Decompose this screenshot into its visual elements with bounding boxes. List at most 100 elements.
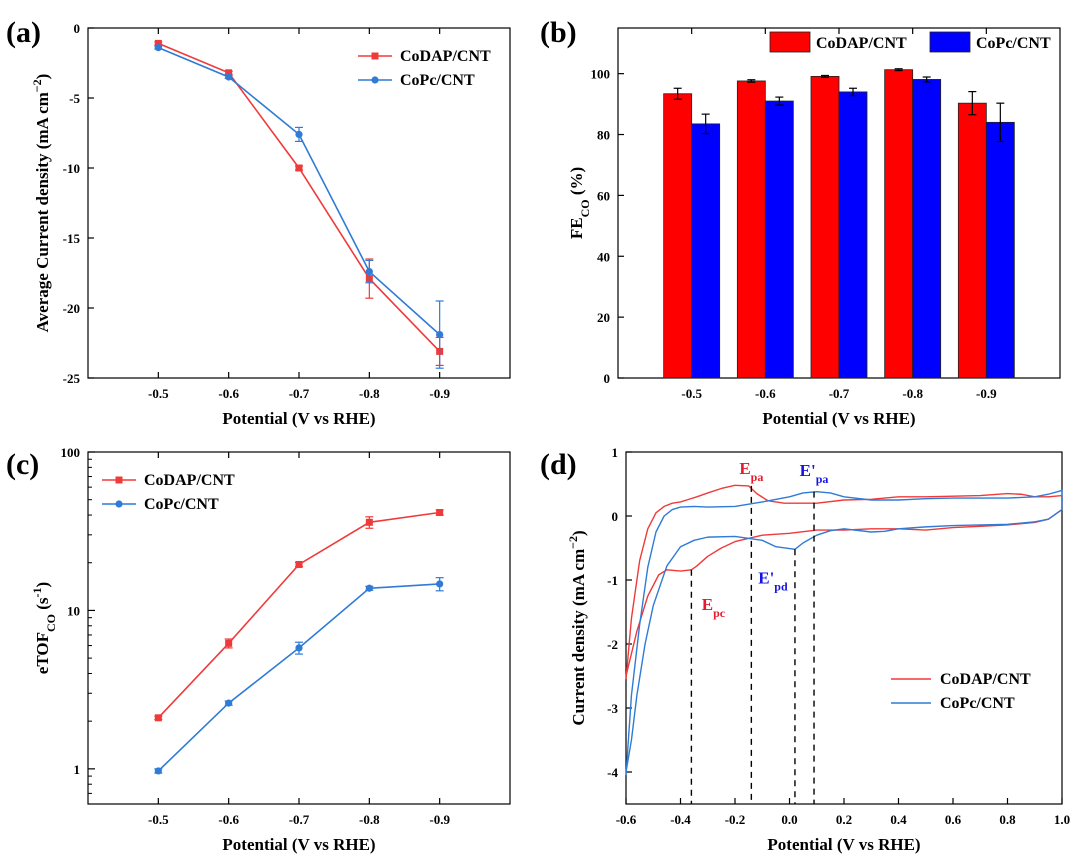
annotation-main: E' xyxy=(758,568,774,587)
y-tick-label: -2 xyxy=(607,637,618,652)
y-tick-label: -4 xyxy=(607,765,618,780)
y-axis-title-d: Current density (mA cm−2) xyxy=(566,530,588,725)
chart-c: 1 10 100 -0.5 -0.6 -0.7 -0.8 -0.9 Potential (V v… xyxy=(30,445,511,854)
data-point xyxy=(365,268,373,276)
series-line xyxy=(157,583,440,772)
y-axis-title-c-part: ) xyxy=(33,582,52,588)
data-point xyxy=(436,580,444,588)
x-axis-title-b: Potential (V vs RHE) xyxy=(762,409,915,428)
y-tick-label: 0 xyxy=(74,21,81,36)
series-line xyxy=(158,46,441,336)
bar xyxy=(663,93,693,379)
legend-label: CoPc/CNT xyxy=(976,35,1051,52)
y-tick-label: -3 xyxy=(607,701,618,716)
data-point xyxy=(295,644,303,652)
y-axis-title-a: Average Current density (mA cm−2) xyxy=(30,74,52,333)
x-tick-label: -0.6 xyxy=(755,386,776,401)
data-point xyxy=(365,518,373,526)
series-line xyxy=(625,489,1063,776)
y-axis-title-c-part: eTOF xyxy=(33,632,52,674)
x-tick-label: -0.7 xyxy=(829,386,850,401)
y-axis-title-c: eTOFCO (s-1) xyxy=(30,582,58,674)
y-axis-title-a-part: ) xyxy=(33,74,52,80)
annotation-sub: pa xyxy=(751,470,764,484)
x-tick-label: 0.2 xyxy=(836,812,852,827)
x-axis-title-d: Potential (V vs RHE) xyxy=(767,835,920,854)
data-point xyxy=(371,52,379,60)
annotation-main: E' xyxy=(800,461,816,480)
y-axis-title-d-part: Current density (mA cm xyxy=(569,549,588,726)
y-axis-title-b-part: (%) xyxy=(567,167,586,200)
y-tick-label: 1 xyxy=(612,445,619,460)
y-tick-label: -15 xyxy=(63,231,81,246)
x-tick-label: -0.9 xyxy=(976,386,997,401)
y-axis-title-c-part: (s xyxy=(33,597,52,614)
annotation-label: Epc xyxy=(702,595,726,620)
data-point xyxy=(225,73,233,81)
y-axis-title-d-part: −2 xyxy=(566,536,580,549)
series-line xyxy=(158,42,441,352)
legend-swatch xyxy=(929,31,971,53)
annotation-main: E xyxy=(739,459,750,478)
y-axis-title-b: FECO (%) xyxy=(567,167,592,239)
bar xyxy=(810,75,840,379)
x-tick-label: -0.8 xyxy=(359,812,380,827)
x-tick-label: -0.9 xyxy=(429,812,450,827)
bar xyxy=(838,91,868,379)
legend-label: CoPc/CNT xyxy=(400,72,475,89)
bar xyxy=(764,100,794,379)
bar xyxy=(736,80,766,379)
series-line xyxy=(625,484,1063,680)
y-tick-label: 0 xyxy=(612,509,619,524)
x-tick-label: 0.8 xyxy=(999,812,1016,827)
y-tick-label: -5 xyxy=(69,91,80,106)
y-tick-label: -20 xyxy=(63,301,80,316)
bar xyxy=(957,102,987,379)
chart-d: 1 0 -1 -2 -3 -4 -0.6 -0.4 -0.2 0.0 0.2 0.4 0.6 0.8 1.0… xyxy=(566,445,1070,854)
annotation-sub: pd xyxy=(774,579,788,593)
panel-label-a: (a) xyxy=(6,16,41,49)
data-point xyxy=(295,130,303,138)
data-point xyxy=(154,714,162,722)
panel-label-b: (b) xyxy=(540,16,577,49)
legend-swatch xyxy=(769,31,811,53)
y-axis-title-c-part: -1 xyxy=(30,587,44,597)
panel-label-d: (d) xyxy=(540,448,577,481)
y-tick-label: 1 xyxy=(74,762,81,777)
chart-a: 0 -5 -10 -15 -20 -25 -0.5 -0.6 -0.7 -0.8 -0.9 Poten… xyxy=(30,21,511,428)
bar xyxy=(912,79,942,379)
y-tick-label: -25 xyxy=(63,371,81,386)
x-tick-label: -0.6 xyxy=(616,812,637,827)
annotation-label: E'pd xyxy=(758,568,788,593)
y-tick-label: 100 xyxy=(61,445,81,460)
x-tick-label: 0.6 xyxy=(945,812,962,827)
x-tick-label: -0.7 xyxy=(289,386,310,401)
y-tick-label: 60 xyxy=(597,188,610,203)
legend-label: CoDAP/CNT xyxy=(144,472,235,489)
data-point xyxy=(154,767,162,775)
annotation-sub: pc xyxy=(713,606,726,620)
x-axis-title-a: Potential (V vs RHE) xyxy=(222,409,375,428)
y-axis-title-b-part: CO xyxy=(578,199,592,217)
x-tick-label: -0.5 xyxy=(681,386,702,401)
y-tick-label: 80 xyxy=(597,128,610,143)
data-point xyxy=(295,560,303,568)
y-tick-label: 100 xyxy=(591,67,611,82)
panel-label-c: (c) xyxy=(6,448,39,481)
annotation-sub: pa xyxy=(816,472,829,486)
x-axis-title-c: Potential (V vs RHE) xyxy=(222,835,375,854)
x-tick-label: -0.5 xyxy=(148,386,169,401)
y-tick-label: 10 xyxy=(67,603,80,618)
x-tick-label: -0.6 xyxy=(218,812,239,827)
x-tick-label: 0.4 xyxy=(890,812,907,827)
annotation-label: Epa xyxy=(739,459,763,484)
series-line xyxy=(157,511,440,719)
x-tick-label: -0.6 xyxy=(218,386,239,401)
data-point xyxy=(225,69,233,77)
x-tick-label: -0.5 xyxy=(148,812,169,827)
chart-b: 0 20 40 60 80 100 -0.5 -0.6 -0.7 -0.8 -0.9 Potentia… xyxy=(567,27,1061,428)
data-point xyxy=(225,699,233,707)
annotation-label: E'pa xyxy=(800,461,829,486)
legend-label: CoPc/CNT xyxy=(144,496,219,513)
